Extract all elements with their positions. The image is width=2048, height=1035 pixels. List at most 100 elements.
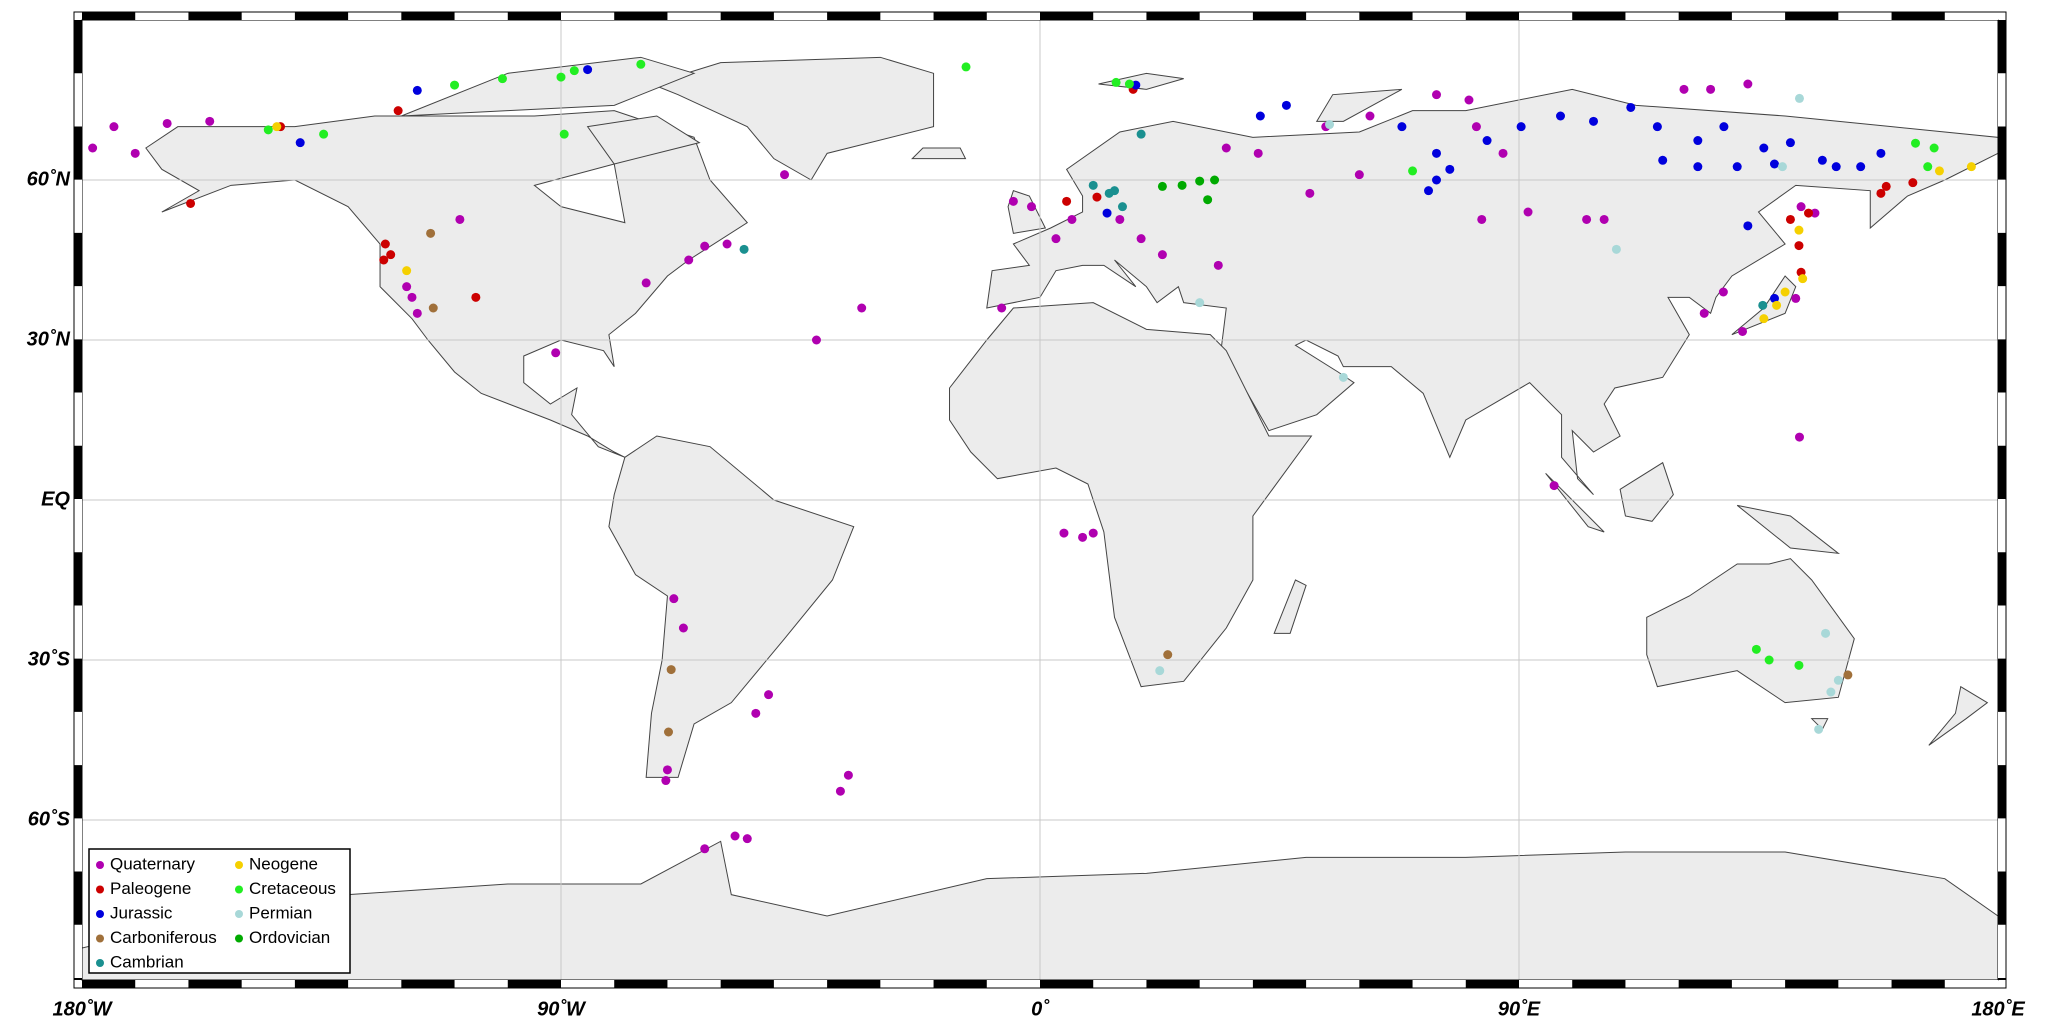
sample-point <box>583 65 593 75</box>
sample-point <box>1751 644 1761 654</box>
x-tick-label: 90˚W <box>537 997 587 1020</box>
sample-point <box>1281 100 1291 110</box>
sample-point <box>1305 188 1315 198</box>
legend-marker <box>235 910 243 918</box>
sample-point <box>559 129 569 139</box>
sample-point <box>1719 122 1729 132</box>
sample-point <box>1115 214 1125 224</box>
sample-point <box>1934 166 1944 176</box>
sample-point <box>678 623 688 633</box>
sample-point <box>1693 162 1703 172</box>
sample-point <box>742 834 752 844</box>
sample-point <box>569 66 579 76</box>
y-tick-label: 60˚N <box>27 167 71 190</box>
sample-point <box>1255 111 1265 121</box>
landmass <box>586 115 701 165</box>
sample-point <box>835 786 845 796</box>
sample-point <box>130 148 140 158</box>
landmass <box>911 147 967 160</box>
sample-point <box>857 303 867 313</box>
sample-point <box>1464 95 1474 105</box>
sample-point <box>1124 79 1134 89</box>
legend-label: Carboniferous <box>110 928 217 947</box>
sample-point <box>700 844 710 854</box>
sample-point <box>1078 532 1088 542</box>
sample-point <box>1354 170 1364 180</box>
sample-point <box>1008 196 1018 206</box>
sample-point <box>1424 186 1434 196</box>
sample-point <box>661 776 671 786</box>
sample-point <box>1177 180 1187 190</box>
sample-point <box>412 85 422 95</box>
sample-point <box>1589 116 1599 126</box>
sample-point <box>997 303 1007 313</box>
sample-point <box>1136 234 1146 244</box>
sample-point <box>1796 202 1806 212</box>
sample-point <box>1626 102 1636 112</box>
sample-point <box>455 214 465 224</box>
sample-point <box>412 308 422 318</box>
legend-label: Paleogene <box>110 879 191 898</box>
sample-point <box>386 250 396 260</box>
legend-label: Quaternary <box>110 854 196 873</box>
sample-point <box>1718 287 1728 297</box>
labels: 180˚W 90˚W 0˚ 90˚E 180˚E 60˚N 30˚N EQ 30˚S 60˚S <box>27 167 2026 1020</box>
sample-point <box>1780 287 1790 297</box>
landmass <box>1736 504 1841 555</box>
sample-point <box>1092 192 1102 202</box>
sample-point <box>1652 122 1662 132</box>
landmass <box>986 88 1999 496</box>
sample-point <box>700 241 710 251</box>
sample-point <box>1203 195 1213 205</box>
y-tick-label: EQ <box>41 488 70 510</box>
sample-point <box>811 335 821 345</box>
sample-point <box>1253 148 1263 158</box>
sample-point <box>1408 166 1418 176</box>
sample-point <box>1966 162 1976 172</box>
legend-label: Permian <box>249 903 312 922</box>
landmass <box>1731 275 1797 336</box>
landmass <box>1810 718 1829 731</box>
sample-point <box>1338 372 1348 382</box>
sample-point <box>428 303 438 313</box>
sample-point <box>664 727 674 737</box>
sample-point <box>1785 214 1795 224</box>
sample-point <box>1556 111 1566 121</box>
sample-point <box>1817 155 1827 165</box>
legend-box <box>88 848 351 974</box>
sample-point <box>1516 122 1526 132</box>
sample-point <box>471 292 481 302</box>
sample-point <box>1821 628 1831 638</box>
sample-point <box>1195 176 1205 186</box>
sample-point <box>1397 122 1407 132</box>
sample-point <box>407 292 417 302</box>
frame <box>73 11 2007 989</box>
sample-point <box>1582 214 1592 224</box>
sample-point <box>1794 432 1804 442</box>
sample-point <box>1599 214 1609 224</box>
sample-point <box>1843 670 1853 680</box>
sample-point <box>1195 298 1205 308</box>
sample-point <box>1210 175 1220 185</box>
sample-point <box>1856 162 1866 172</box>
x-tick-label: 90˚E <box>1498 997 1541 1020</box>
sample-point <box>1772 300 1782 310</box>
sample-point <box>722 239 732 249</box>
sample-point <box>1432 90 1442 100</box>
sample-point <box>1738 326 1748 336</box>
sample-point <box>1213 260 1223 270</box>
sample-point <box>1325 120 1335 130</box>
sample-point <box>1923 162 1933 172</box>
sample-point <box>1881 181 1891 191</box>
sample-point <box>641 278 651 288</box>
legend-marker <box>96 885 104 894</box>
sample-point <box>1155 666 1165 676</box>
legend-marker <box>96 959 104 967</box>
sample-point <box>961 62 971 72</box>
sample-point <box>1658 155 1668 165</box>
sample-point <box>402 266 412 276</box>
sample-point <box>1785 138 1795 148</box>
sample-point <box>1929 143 1939 153</box>
sample-point <box>1432 175 1442 185</box>
